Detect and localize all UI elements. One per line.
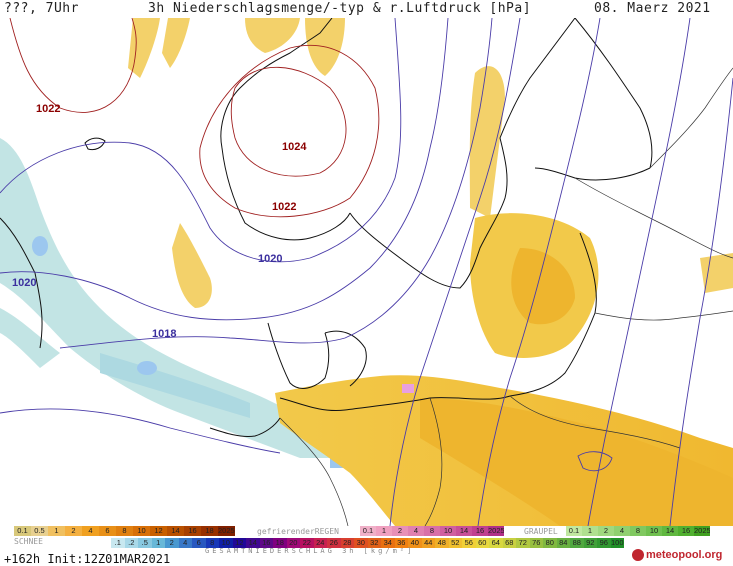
country-borders <box>279 67 733 526</box>
legend-gesamt-cell: 76 <box>529 538 543 548</box>
isobars <box>0 18 733 526</box>
map-title: 3h Niederschlagsmenge/-typ & r.Luftdruck… <box>148 1 532 16</box>
legend-gesamt-cell: 1 <box>151 538 165 548</box>
legend-gesamt-cell: 44 <box>421 538 435 548</box>
legend-gesamt-cell: 20 <box>286 538 300 548</box>
legend-gesamt-cell: 10 <box>219 538 233 548</box>
isobar-label-1022-west: 1022 <box>36 103 60 115</box>
legend-gesamt-cell: 30 <box>354 538 368 548</box>
legend-gesamt-cell: 24 <box>313 538 327 548</box>
legend-graupel-cell: 2 <box>598 526 614 536</box>
legend-gesamt-cell: 52 <box>448 538 462 548</box>
legend-schnee-cell: 0.5 <box>31 526 48 536</box>
legend-schnee-cell: 2 <box>65 526 82 536</box>
legend-snow-label: SCHNEE <box>14 537 43 546</box>
legend-schnee-cell: 1 <box>48 526 65 536</box>
map-header: ???, 7Uhr 3h Niederschlagsmenge/-typ & r… <box>0 0 733 18</box>
legend-schnee-cell: 0.1 <box>14 526 31 536</box>
legend-graupel-label: GRAUPEL <box>524 527 558 536</box>
legend-graupel-cell: 2025+ <box>694 526 710 536</box>
legend-gesamt-cell: 32 <box>367 538 381 548</box>
forecast-init-label: +162h Init:12Z01MAR2021 <box>4 552 171 566</box>
legend-gesamt-cell: 100 <box>610 538 624 548</box>
legend-regen-cell: 8 <box>424 526 440 536</box>
legend-gesamt-cell: 88 <box>570 538 584 548</box>
legend-gesamt-cell: 16 <box>259 538 273 548</box>
legend-regen-cell: 2 <box>392 526 408 536</box>
legend-gesamt-cell: 56 <box>462 538 476 548</box>
legend-gesamt-cell: 92 <box>583 538 597 548</box>
legend-graupel-cell: 16 <box>678 526 694 536</box>
legend-regen-cell: 2025+ <box>488 526 504 536</box>
legend-gesamt-cell: 68 <box>502 538 516 548</box>
isobar-labels: 1022 1024 1022 1020 1020 1018 <box>12 103 307 340</box>
legend-gesamt-cell: 14 <box>246 538 260 548</box>
legend-schnee-cell: 14 <box>167 526 184 536</box>
legend-regen-cell: 10 <box>440 526 456 536</box>
legend-gesamt-cell: 34 <box>381 538 395 548</box>
isobar-label-1020-north: 1020 <box>258 253 282 265</box>
legend-gesamt-cell: 84 <box>556 538 570 548</box>
legend-regen-cell: 16 <box>472 526 488 536</box>
legend-gesamt-cell: 26 <box>327 538 341 548</box>
legend-total-precip-scale: .1.2.5 1 2 4 6 8 10 12 14 16 18 20 22 24 26 28 30 32 34 36 4… <box>111 538 624 548</box>
legend-freezing-rain-label: gefrierenderREGEN <box>257 527 339 536</box>
total-precip-label: GESAMTNIEDERSCHLAG 3h [kg/m²] <box>205 547 415 555</box>
legend-gesamt-cell: 8 <box>205 538 219 548</box>
legend-schnee-cell: 10 <box>133 526 150 536</box>
legend-graupel-cell: 8 <box>630 526 646 536</box>
map-canvas: 1022 1024 1022 1020 1020 1018 <box>0 18 733 526</box>
legend-schnee-cell: 4 <box>82 526 99 536</box>
legend-gesamt-cell: 36 <box>394 538 408 548</box>
legend-gesamt-cell: 28 <box>340 538 354 548</box>
meteopool-brand-text: meteopool.org <box>646 549 723 561</box>
legend-gesamt-cell: 48 <box>435 538 449 548</box>
legend-gesamt-cell: 40 <box>408 538 422 548</box>
rain-precip-areas <box>128 18 733 526</box>
meteopool-logo: meteopool.org <box>632 549 722 561</box>
legend-gesamt-cell: 18 <box>273 538 287 548</box>
legend-regen-cell: 14 <box>456 526 472 536</box>
legend-gesamt-cell: 72 <box>516 538 530 548</box>
legend-gesamt-cell: 80 <box>543 538 557 548</box>
freezing-rain-spot <box>402 384 414 393</box>
legend-graupel-cell: 1 <box>582 526 598 536</box>
valid-time-label: ???, 7Uhr <box>4 1 79 16</box>
legend-gesamt-cell: 12 <box>232 538 246 548</box>
legend-regen-cell: 4 <box>408 526 424 536</box>
legend-gesamt-cell: .2 <box>124 538 138 548</box>
isobar-label-1024: 1024 <box>282 141 307 153</box>
legend-schnee-cell: 2025+ <box>218 526 235 536</box>
legend-gesamt-cell: 4 <box>178 538 192 548</box>
legend-graupel-cell: 14 <box>662 526 678 536</box>
legend-schnee-cell: 6 <box>99 526 116 536</box>
legend-regen-cell: 1 <box>376 526 392 536</box>
legend-schnee-cell: 18 <box>201 526 218 536</box>
isobar-label-1018: 1018 <box>152 328 176 340</box>
legend-gesamt-cell: 60 <box>475 538 489 548</box>
legend-graupel-cell: 10 <box>646 526 662 536</box>
isobar-label-1022-south: 1022 <box>272 201 296 213</box>
legend-gesamt-cell: 2 <box>165 538 179 548</box>
legend-schnee-cell: 16 <box>184 526 201 536</box>
valid-date-label: 08. Maerz 2021 <box>594 1 711 16</box>
legend-graupel-cell: 0.1 <box>566 526 582 536</box>
legend-schnee-cell: 8 <box>116 526 133 536</box>
legend-graupel-cell: 4 <box>614 526 630 536</box>
legend-gesamt-cell: 6 <box>192 538 206 548</box>
legend-gesamt-cell: 22 <box>300 538 314 548</box>
meteopool-logo-icon <box>632 549 644 561</box>
legend-gesamt-cell: 96 <box>597 538 611 548</box>
legend-gesamt-cell: 64 <box>489 538 503 548</box>
legend-gesamt-cell: .1 <box>111 538 125 548</box>
precipitation-map: 1022 1024 1022 1020 1020 1018 <box>0 18 733 526</box>
legend-regen-cell: 0.1 <box>360 526 376 536</box>
legend-schnee-cell: 12 <box>150 526 167 536</box>
legend-gesamt-cell: .5 <box>138 538 152 548</box>
isobar-label-1020-west: 1020 <box>12 277 36 289</box>
